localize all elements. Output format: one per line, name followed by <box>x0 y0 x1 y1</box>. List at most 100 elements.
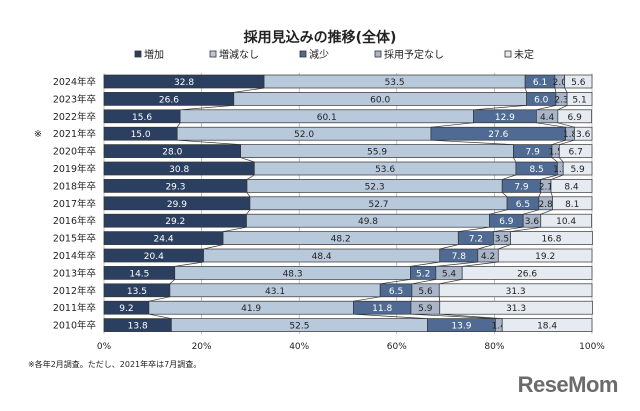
data-label: 15.6 <box>132 113 152 123</box>
data-label: 10.4 <box>556 217 576 227</box>
bar-segment <box>438 283 593 298</box>
connector-line <box>148 313 172 319</box>
data-label: 6.1 <box>533 78 547 88</box>
data-label: 13.9 <box>451 322 471 332</box>
data-label: 52.5 <box>289 322 309 332</box>
footnote: ※各年2月調査。ただし、2021年卒は7月調査。 <box>28 360 202 369</box>
data-label: 1.4 <box>492 322 507 332</box>
data-label: 53.5 <box>385 78 405 88</box>
data-label: 11.8 <box>372 304 392 314</box>
data-label: 1.5 <box>548 148 562 158</box>
connector-line <box>410 313 496 319</box>
bar-segment <box>566 92 593 106</box>
bar-segment <box>510 231 593 245</box>
data-label: 6.0 <box>534 95 549 105</box>
data-label: 6.9 <box>568 113 583 123</box>
bar-segment <box>557 109 592 124</box>
data-label: 18.4 <box>537 322 557 332</box>
data-label: 49.8 <box>358 217 378 227</box>
data-label: 29.2 <box>165 217 185 227</box>
data-label: 3.6 <box>525 217 540 227</box>
category-label: 2022年卒 <box>53 111 96 123</box>
x-tick-label: 60% <box>387 342 407 352</box>
data-label: 6.5 <box>516 200 530 210</box>
connector-line <box>540 174 558 180</box>
logo: ReseMom <box>517 372 619 397</box>
data-label: 31.3 <box>506 287 526 297</box>
bar-segment <box>558 144 593 158</box>
connector-line <box>557 122 575 128</box>
chart-title: 採用見込みの推移(全体) <box>243 30 397 46</box>
connector-line <box>411 279 436 285</box>
data-label: 13.8 <box>128 322 148 332</box>
chart-svg: 増加 増減なし 減少 採用予定なし 未定 0% 20% 40% 60% 80% 100% 2024年卒… <box>34 48 605 352</box>
connector-line <box>439 244 459 250</box>
connector-line <box>246 192 251 197</box>
data-label: 60.0 <box>370 95 390 105</box>
connector-line <box>536 122 566 128</box>
data-label: 19.2 <box>535 252 555 262</box>
x-tick-label: 0% <box>97 342 112 352</box>
legend-swatch <box>209 50 217 58</box>
connector-line <box>550 192 553 197</box>
data-label: 6.5 <box>389 287 403 297</box>
legend-swatch <box>134 50 142 58</box>
connector-line <box>462 261 499 267</box>
data-label: 43.1 <box>265 287 285 297</box>
x-tick-label: 20% <box>192 342 212 352</box>
connector-line <box>458 226 490 232</box>
connector-line <box>557 105 568 111</box>
bar-segment <box>564 74 593 89</box>
connector-line <box>174 261 204 267</box>
data-label: 52.0 <box>294 130 314 140</box>
data-label: 5.4 <box>442 269 457 279</box>
connector-line <box>410 296 413 302</box>
connector-line <box>551 139 566 145</box>
data-label: 14.5 <box>129 269 149 279</box>
category-label: 2021年卒 <box>53 128 96 140</box>
connector-line <box>435 261 478 267</box>
data-label: 2.1 <box>539 182 553 192</box>
connector-line <box>430 122 474 128</box>
category-label: 2013年卒 <box>53 267 96 279</box>
category-label: 2010年卒 <box>53 320 96 332</box>
data-label: 2.8 <box>538 200 553 210</box>
connector-line <box>240 157 255 163</box>
bar-segment <box>540 213 592 228</box>
category-label: 2017年卒 <box>53 198 96 210</box>
bar-segment <box>574 126 593 141</box>
connector-line <box>477 244 494 250</box>
data-label: 5.6 <box>571 78 586 88</box>
connector-line <box>380 279 411 285</box>
data-label: 52.3 <box>365 182 385 192</box>
data-label: 30.8 <box>169 165 189 175</box>
data-label: 15.0 <box>131 130 151 140</box>
data-label: 4.4 <box>540 113 555 123</box>
data-label: 13.5 <box>127 287 147 297</box>
bar-segment <box>562 161 593 176</box>
connector-line <box>536 105 556 111</box>
data-label: 5.9 <box>418 304 433 314</box>
category-label: 2014年卒 <box>53 250 96 262</box>
connector-line <box>564 87 568 93</box>
legend-label: 減少 <box>309 48 329 61</box>
data-label: 6.7 <box>568 148 582 158</box>
data-label: 27.6 <box>488 130 508 140</box>
data-label: 2.3 <box>554 95 568 105</box>
connector-line <box>180 105 234 111</box>
connector-line <box>353 296 381 302</box>
connector-line <box>559 157 564 163</box>
data-label: 24.4 <box>154 235 174 245</box>
data-label: 1.8 <box>563 130 578 140</box>
data-label: 7.8 <box>452 252 467 262</box>
bar-segment <box>552 196 593 211</box>
legend-label: 採用予定なし <box>384 48 444 61</box>
connector-line <box>169 279 175 285</box>
category-label: 2023年卒 <box>53 93 96 105</box>
connector-line <box>353 313 428 319</box>
data-label: 48.4 <box>312 252 332 262</box>
legend-swatch <box>299 50 307 58</box>
connector-line <box>439 279 463 285</box>
category-label: 2018年卒 <box>53 180 96 192</box>
data-label: 9.2 <box>119 304 133 314</box>
